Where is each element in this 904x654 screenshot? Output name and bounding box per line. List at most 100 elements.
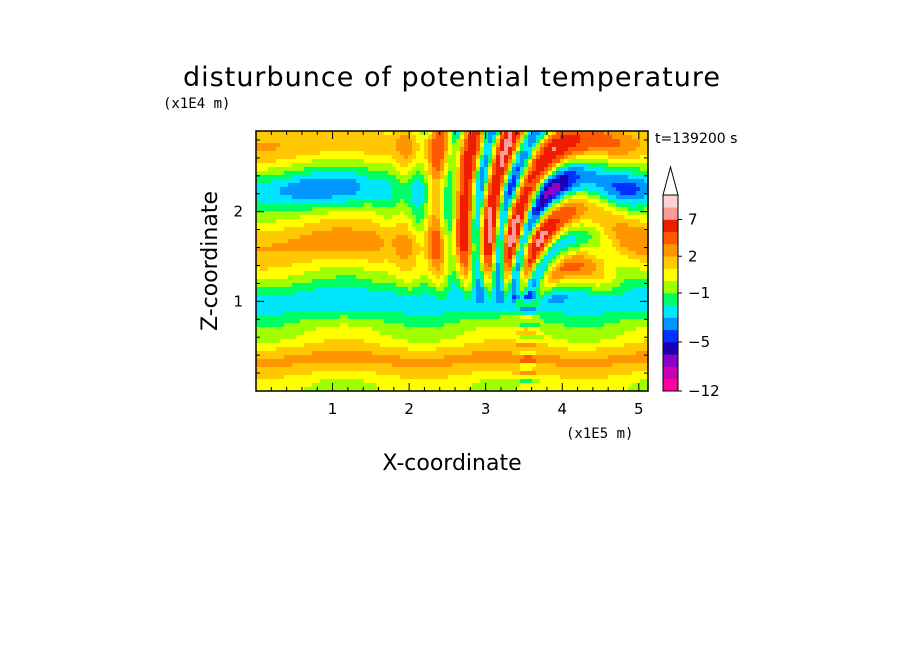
field-cell bbox=[264, 179, 269, 184]
field-cell bbox=[588, 255, 593, 260]
field-cell bbox=[264, 255, 269, 260]
field-cell bbox=[624, 187, 629, 192]
field-cell bbox=[380, 307, 385, 312]
field-cell bbox=[396, 279, 401, 284]
field-cell bbox=[548, 175, 553, 180]
field-cell bbox=[584, 151, 589, 156]
field-cell bbox=[516, 195, 521, 200]
field-cell bbox=[568, 295, 573, 300]
field-cell bbox=[568, 143, 573, 148]
field-cell bbox=[476, 175, 481, 180]
field-cell bbox=[404, 231, 409, 236]
field-cell bbox=[444, 279, 449, 284]
field-cell bbox=[620, 155, 625, 160]
field-cell bbox=[408, 271, 413, 276]
field-cell bbox=[584, 239, 589, 244]
field-cell bbox=[464, 179, 469, 184]
field-cell bbox=[408, 163, 413, 168]
field-cell bbox=[628, 207, 633, 212]
field-cell bbox=[292, 203, 297, 208]
field-cell bbox=[516, 243, 521, 248]
field-cell bbox=[512, 247, 517, 252]
field-cell bbox=[436, 239, 441, 244]
field-cell bbox=[352, 311, 357, 316]
field-cell bbox=[360, 287, 365, 292]
field-cell bbox=[488, 251, 493, 256]
field-cell bbox=[608, 319, 613, 324]
field-cell bbox=[576, 235, 581, 240]
field-cell bbox=[384, 307, 389, 312]
field-cell bbox=[460, 239, 465, 244]
field-cell bbox=[552, 263, 557, 268]
field-cell bbox=[504, 179, 509, 184]
field-cell bbox=[456, 159, 461, 164]
field-cell bbox=[444, 271, 449, 276]
field-cell bbox=[628, 323, 633, 328]
field-cell bbox=[564, 211, 569, 216]
field-cell bbox=[532, 307, 537, 312]
field-cell bbox=[640, 247, 645, 252]
field-cell bbox=[488, 223, 493, 228]
field-cell bbox=[360, 155, 365, 160]
field-cell bbox=[556, 167, 561, 172]
field-cell bbox=[460, 331, 465, 336]
field-cell bbox=[588, 259, 593, 264]
field-cell bbox=[404, 279, 409, 284]
field-cell bbox=[560, 175, 565, 180]
field-cell bbox=[300, 191, 305, 196]
field-cell bbox=[340, 315, 345, 320]
field-cell bbox=[620, 195, 625, 200]
field-cell bbox=[416, 283, 421, 288]
field-cell bbox=[560, 227, 565, 232]
field-cell bbox=[588, 303, 593, 308]
field-cell bbox=[360, 259, 365, 264]
field-cell bbox=[548, 207, 553, 212]
field-cell bbox=[344, 231, 349, 236]
field-cell bbox=[548, 155, 553, 160]
field-cell bbox=[292, 247, 297, 252]
field-cell bbox=[496, 303, 501, 308]
field-cell bbox=[484, 171, 489, 176]
field-cell bbox=[268, 159, 273, 164]
field-cell bbox=[576, 247, 581, 252]
field-cell bbox=[636, 275, 641, 280]
field-cell bbox=[520, 147, 525, 152]
field-cell bbox=[352, 163, 357, 168]
field-cell bbox=[472, 143, 477, 148]
field-cell bbox=[564, 227, 569, 232]
field-cell bbox=[428, 267, 433, 272]
field-cell bbox=[628, 227, 633, 232]
field-cell bbox=[424, 191, 429, 196]
field-cell bbox=[316, 183, 321, 188]
field-cell bbox=[404, 275, 409, 280]
field-cell bbox=[572, 299, 577, 304]
field-cell bbox=[544, 307, 549, 312]
field-cell bbox=[324, 319, 329, 324]
field-cell bbox=[492, 323, 497, 328]
field-cell bbox=[384, 159, 389, 164]
field-cell bbox=[464, 215, 469, 220]
field-cell bbox=[644, 323, 649, 328]
field-cell bbox=[260, 195, 265, 200]
field-cell bbox=[404, 139, 409, 144]
field-cell bbox=[340, 263, 345, 268]
field-cell bbox=[596, 327, 601, 332]
field-cell bbox=[464, 167, 469, 172]
field-cell bbox=[528, 203, 533, 208]
field-cell bbox=[432, 227, 437, 232]
field-cell bbox=[360, 331, 365, 336]
field-cell bbox=[300, 187, 305, 192]
field-cell bbox=[540, 259, 545, 264]
field-cell bbox=[568, 171, 573, 176]
field-cell bbox=[488, 243, 493, 248]
field-cell bbox=[628, 259, 633, 264]
field-cell bbox=[504, 299, 509, 304]
field-cell bbox=[372, 155, 377, 160]
field-cell bbox=[572, 163, 577, 168]
field-cell bbox=[556, 187, 561, 192]
field-cell bbox=[468, 271, 473, 276]
field-cell bbox=[268, 259, 273, 264]
field-cell bbox=[424, 203, 429, 208]
field-cell bbox=[496, 187, 501, 192]
field-cell bbox=[496, 223, 501, 228]
